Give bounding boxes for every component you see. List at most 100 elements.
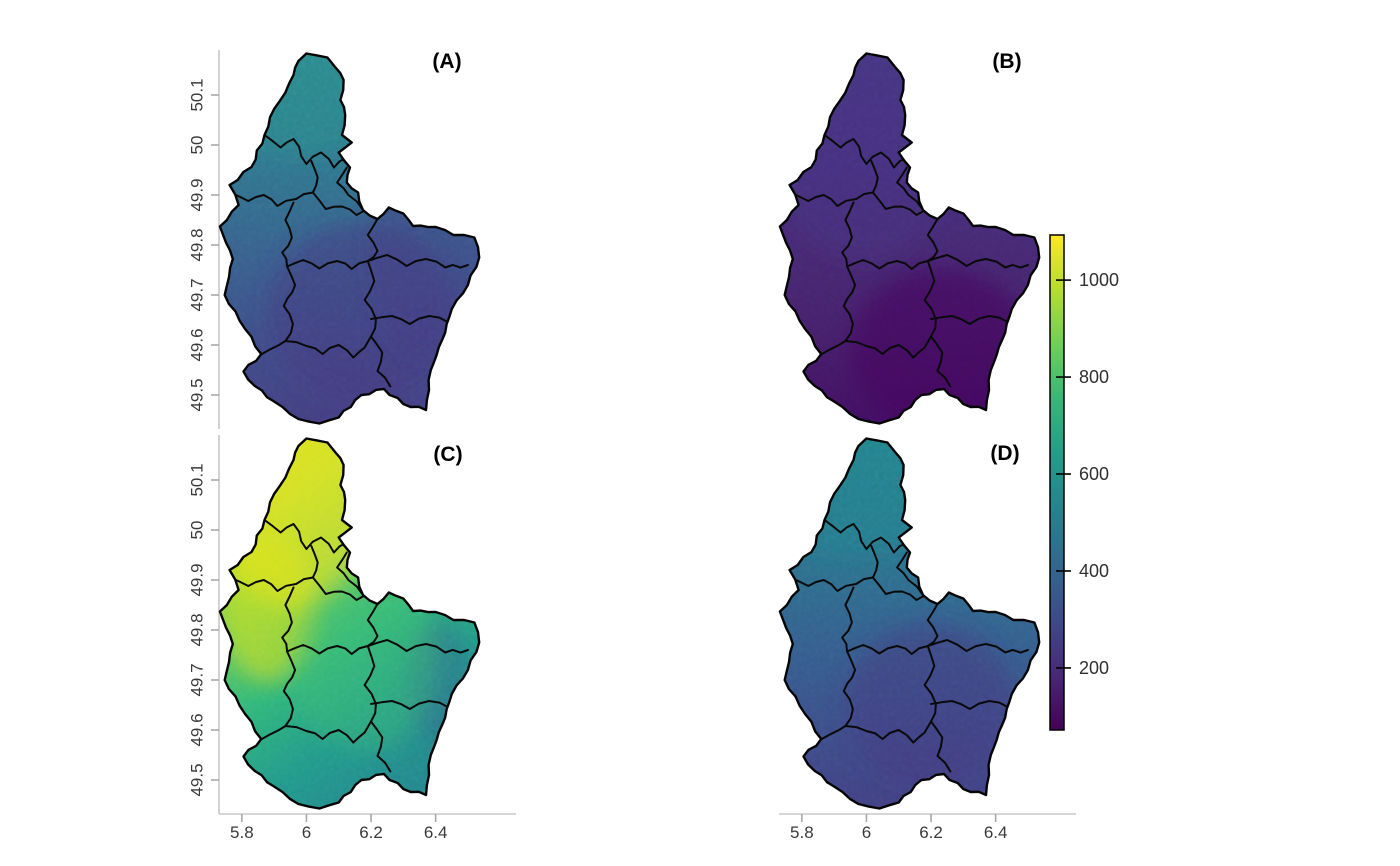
y-tick-label: 49.5 [188,378,207,411]
canton-border [370,700,450,710]
canton-border [363,645,377,723]
canton-border [282,265,297,342]
colorbar-tick-label: 600 [1079,464,1109,484]
canton-border [310,545,319,579]
canton-border [366,639,469,654]
canton-border [926,218,939,262]
canton-border [366,603,379,647]
canton-border [336,551,364,596]
canton-border [370,335,392,388]
canton-border [282,650,297,727]
y-tick-label: 49.6 [188,328,207,361]
canton-border [823,519,908,554]
x-tick-label: 5.8 [790,823,814,842]
canton-border [366,218,379,262]
y-tick-label: 49.7 [188,663,207,696]
canton-border [926,603,939,647]
colorbar-tick-label: 1000 [1079,270,1119,290]
canton-border [896,551,924,596]
canton-border [930,720,952,773]
panel-label-a: (A) [432,50,462,73]
luxembourg-outline [778,52,1041,425]
x-tick-label: 6 [862,823,871,842]
luxembourg-outline [218,52,481,425]
canton-border [846,259,929,270]
canton-border [926,639,1029,654]
canton-border [870,545,879,579]
canton-border [286,259,369,270]
canton-border [841,586,855,653]
canton-border [370,720,392,773]
canton-border [366,254,469,269]
panel-label-d: (D) [990,442,1020,465]
colorbar-tick-label: 200 [1079,658,1109,678]
canton-border [789,576,874,592]
canton-border [823,134,908,169]
y-tick-label: 50 [188,136,207,155]
x-tick-label: 6 [302,823,311,842]
canton-border [926,254,1029,269]
canton-border [281,586,295,653]
y-tick-label: 49.8 [188,228,207,261]
x-tick-label: 5.8 [230,823,254,842]
y-tick-label: 49.5 [188,763,207,796]
canton-border [923,645,937,723]
map-panel-d: 5.8 6 6.2 6.4 [778,437,1076,842]
canton-border [363,260,377,338]
x-tick-label: 6.4 [424,823,448,842]
y-tick-label: 49.6 [188,713,207,746]
map-panel-b [778,52,1041,425]
y-tick-label: 49.7 [188,278,207,311]
canton-border [930,335,952,388]
y-tick-label: 50.1 [188,78,207,111]
canton-border [370,315,450,325]
panel-label-c: (C) [433,443,463,466]
canton-border [260,340,355,359]
luxembourg-outline [778,437,1041,810]
y-tick-label: 50.1 [188,463,207,496]
canton-border [789,191,874,207]
canton-border [352,720,372,744]
canton-border [912,720,932,744]
canton-border [229,576,314,592]
canton-border [820,725,915,744]
raster-grain [219,438,480,809]
colorbar: 1000 800 600 400 200 [1049,234,1119,731]
canton-border [870,160,879,194]
canton-border [229,191,314,207]
canton-border [281,201,295,268]
raster-grain [779,53,1040,424]
y-tick-label: 49.8 [188,613,207,646]
canton-border [841,201,855,268]
x-tick-label: 6.2 [359,823,383,842]
x-tick-label: 6.4 [984,823,1008,842]
map-panel-a: 50.1 50 49.9 49.8 49.7 49.6 49.5 [188,50,481,429]
canton-border [896,166,924,211]
canton-border [912,335,932,359]
raster-grain [219,53,480,424]
canton-border [820,340,915,359]
canton-border [336,166,364,211]
canton-border [930,315,1010,325]
luxembourg-outline [218,437,481,810]
canton-border [310,160,319,194]
canton-border [842,650,857,727]
colorbar-gradient [1049,234,1065,731]
y-tick-label: 50 [188,521,207,540]
y-tick-label: 49.9 [188,563,207,596]
canton-border [923,260,937,338]
canton-border [286,644,369,655]
y-tick-label: 49.9 [188,178,207,211]
canton-border [846,644,929,655]
colorbar-tick-label: 400 [1079,561,1109,581]
map-panel-c: 50.1 50 49.9 49.8 49.7 49.6 49.5 5.8 6 6.2 6.4 [188,435,516,842]
canton-border [263,519,348,554]
canton-border [263,134,348,169]
panel-label-b: (B) [992,50,1022,73]
raster-grain [779,438,1040,809]
canton-border [930,700,1010,710]
x-tick-label: 6.2 [919,823,943,842]
colorbar-tick-label: 800 [1079,367,1109,387]
